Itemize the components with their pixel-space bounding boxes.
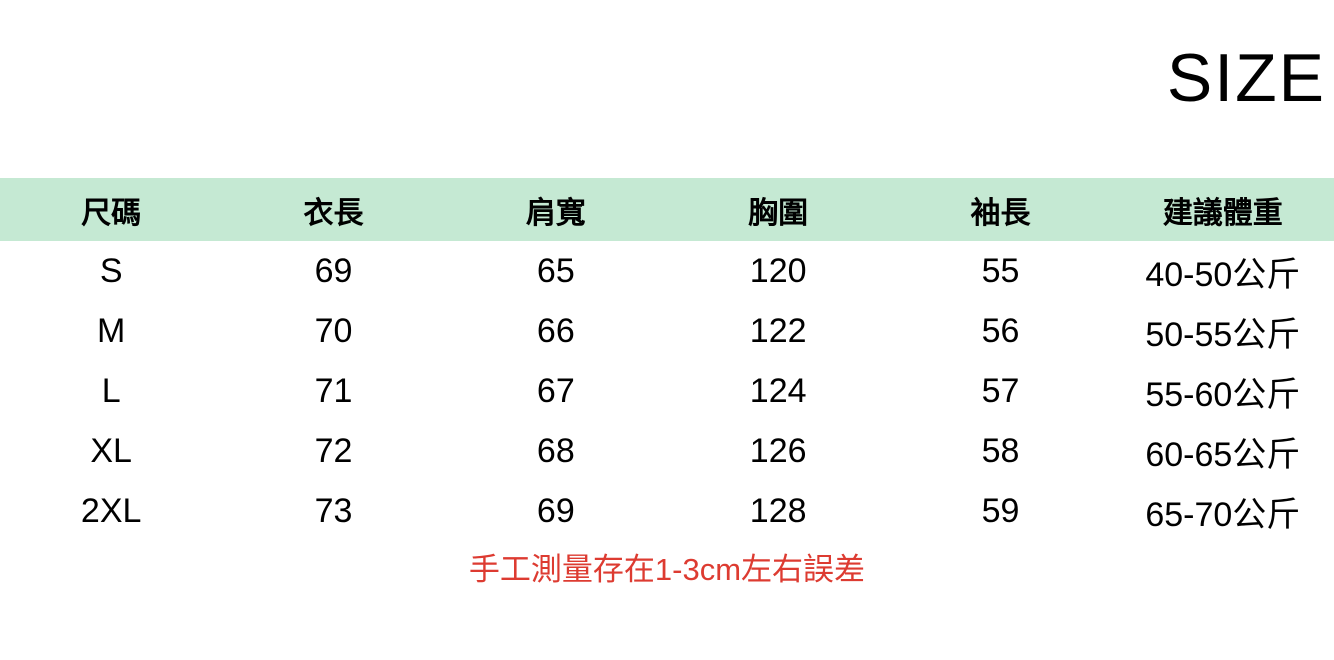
cell-shoulder: 69 xyxy=(444,481,667,541)
table-row-xl: XL 72 68 126 58 60-65公斤 xyxy=(0,421,1334,481)
cell-chest: 128 xyxy=(666,481,890,541)
cell-shoulder: 65 xyxy=(444,241,667,301)
col-header-shoulder-width: 肩寬 xyxy=(444,178,667,241)
cell-weight: 55-60公斤 xyxy=(1111,361,1334,421)
cell-weight: 50-55公斤 xyxy=(1111,301,1334,361)
cell-weight: 40-50公斤 xyxy=(1111,241,1334,301)
col-header-garment-length: 衣長 xyxy=(222,178,445,241)
cell-chest: 120 xyxy=(666,241,890,301)
table-row-m: M 70 66 122 56 50-55公斤 xyxy=(0,301,1334,361)
col-header-size-code: 尺碼 xyxy=(0,178,223,241)
col-header-chest: 胸圍 xyxy=(666,178,890,241)
cell-sleeve: 58 xyxy=(889,421,1112,481)
cell-size: S xyxy=(0,241,223,301)
size-table: 尺碼 衣長 肩寬 胸圍 袖長 建議體重 S 69 65 120 55 40-50… xyxy=(0,178,1334,541)
cell-sleeve: 55 xyxy=(889,241,1112,301)
cell-size: 2XL xyxy=(0,481,223,541)
cell-shoulder: 67 xyxy=(444,361,667,421)
col-header-sleeve-length: 袖長 xyxy=(889,178,1112,241)
cell-sleeve: 57 xyxy=(889,361,1112,421)
cell-length: 71 xyxy=(222,361,445,421)
table-row-s: S 69 65 120 55 40-50公斤 xyxy=(0,241,1334,301)
cell-shoulder: 68 xyxy=(444,421,667,481)
cell-chest: 124 xyxy=(666,361,890,421)
cell-length: 69 xyxy=(222,241,445,301)
cell-weight: 60-65公斤 xyxy=(1111,421,1334,481)
cell-chest: 122 xyxy=(666,301,890,361)
cell-size: M xyxy=(0,301,223,361)
cell-size: L xyxy=(0,361,223,421)
table-row-l: L 71 67 124 57 55-60公斤 xyxy=(0,361,1334,421)
cell-length: 72 xyxy=(222,421,445,481)
page-title: SIZE xyxy=(1166,40,1326,116)
cell-chest: 126 xyxy=(666,421,890,481)
size-table-header-row: 尺碼 衣長 肩寬 胸圍 袖長 建議體重 xyxy=(0,178,1334,241)
cell-sleeve: 59 xyxy=(889,481,1112,541)
measurement-tolerance-note: 手工測量存在1-3cm左右誤差 xyxy=(468,552,866,587)
table-row-2xl: 2XL 73 69 128 59 65-70公斤 xyxy=(0,481,1334,541)
cell-shoulder: 66 xyxy=(444,301,667,361)
cell-sleeve: 56 xyxy=(889,301,1112,361)
col-header-suggested-weight: 建議體重 xyxy=(1111,178,1334,241)
cell-length: 70 xyxy=(222,301,445,361)
cell-size: XL xyxy=(0,421,223,481)
cell-weight: 65-70公斤 xyxy=(1111,481,1334,541)
cell-length: 73 xyxy=(222,481,445,541)
